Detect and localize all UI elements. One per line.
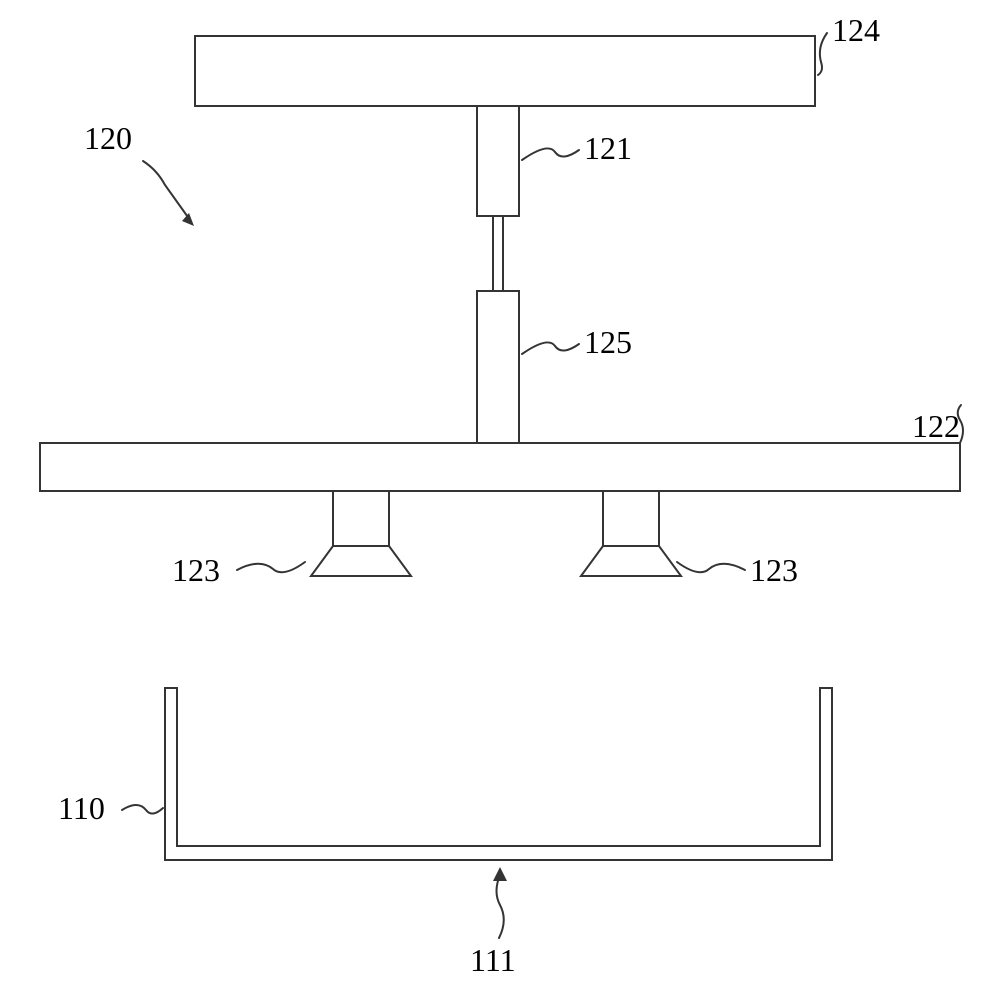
label-121: 121 (584, 130, 632, 167)
leader-120 (143, 161, 190, 220)
part-121-upper-cylinder (477, 106, 519, 216)
part-123-left-stem (333, 491, 389, 546)
label-122: 122 (912, 408, 960, 445)
leader-110 (122, 805, 163, 814)
part-110-tray (165, 688, 832, 860)
leader-123-left (237, 562, 305, 572)
label-123-left: 123 (172, 552, 220, 589)
leader-121 (522, 148, 579, 160)
label-120: 120 (84, 120, 132, 157)
leader-111 (497, 875, 504, 938)
leader-125 (522, 342, 579, 354)
leader-120-arrowhead (182, 213, 194, 226)
part-123-right-stem (603, 491, 659, 546)
part-123-left-flare (311, 546, 411, 576)
label-124: 124 (832, 12, 880, 49)
label-111: 111 (470, 942, 516, 979)
part-122-mid-bar (40, 443, 960, 491)
part-rod (493, 216, 503, 291)
part-125-lower-cylinder (477, 291, 519, 443)
leader-124 (818, 33, 827, 75)
part-124-top-bar (195, 36, 815, 106)
leader-111-arrowhead (493, 867, 507, 881)
diagram-svg (0, 0, 1000, 999)
label-123-right: 123 (750, 552, 798, 589)
label-110: 110 (58, 790, 105, 827)
label-125: 125 (584, 324, 632, 361)
leader-123-right (677, 562, 745, 572)
part-123-right-flare (581, 546, 681, 576)
